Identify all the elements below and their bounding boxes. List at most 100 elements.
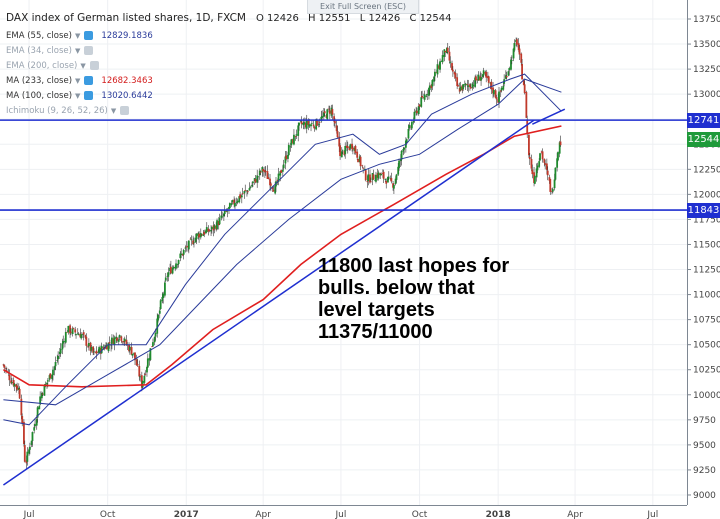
candle-body	[530, 158, 533, 169]
candle-body	[341, 149, 344, 151]
candle-body	[318, 122, 321, 123]
candle-body	[69, 325, 71, 334]
candle-body	[546, 170, 549, 176]
candle-body	[298, 122, 300, 126]
indicator-row[interactable]: EMA (55, close) ▼ 12829.1836	[6, 28, 457, 43]
indicator-row[interactable]: Ichimoku (9, 26, 52, 26) ▼	[6, 103, 457, 118]
candle-body	[436, 64, 439, 75]
candle-body	[349, 144, 352, 149]
candle-body	[433, 76, 435, 82]
candle-body	[85, 336, 88, 346]
x-tick-label: Jul	[646, 510, 658, 519]
candle-body	[421, 96, 424, 98]
candle-body	[107, 342, 110, 352]
candle-body	[554, 167, 557, 180]
price-badge: 11843	[687, 202, 720, 218]
candle-body	[523, 84, 526, 93]
candle-body	[41, 393, 44, 395]
candle-body	[134, 352, 136, 361]
candle-body	[152, 342, 154, 347]
candle-body	[462, 84, 465, 90]
candle-body	[287, 144, 290, 156]
indicator-row[interactable]: EMA (34, close) ▼	[6, 43, 457, 58]
exit-fullscreen-button[interactable]: Exit Full Screen (ESC)	[307, 0, 419, 14]
candle-body	[8, 374, 11, 381]
candle-body	[399, 159, 402, 162]
candle-body	[61, 343, 64, 350]
candle-body	[33, 427, 36, 431]
candle-body	[39, 396, 42, 405]
indicator-value: 12829.1836	[101, 30, 153, 41]
candle-body	[20, 398, 23, 416]
candle-body	[294, 135, 297, 137]
candle-body	[431, 80, 434, 87]
candle-body	[17, 387, 20, 391]
indicator-row[interactable]: EMA (200, close) ▼	[6, 58, 457, 73]
candle-body	[243, 191, 246, 194]
indicator-row[interactable]: MA (100, close) ▼ 13020.6442	[6, 88, 457, 103]
chevron-down-icon[interactable]: ▼	[110, 106, 117, 115]
candle-body	[394, 178, 397, 184]
candle-body	[259, 171, 262, 173]
candle-body	[258, 170, 261, 176]
candle-body	[123, 338, 126, 342]
candle-body	[457, 85, 459, 87]
candle-body	[316, 120, 318, 126]
eye-icon[interactable]	[84, 76, 94, 85]
candle-body	[407, 129, 410, 139]
candle-body	[366, 181, 369, 183]
candle-body	[12, 380, 15, 386]
candle-body	[498, 91, 500, 103]
candle-body	[456, 77, 459, 86]
chevron-down-icon[interactable]: ▼	[80, 61, 86, 70]
eye-icon[interactable]	[84, 91, 94, 100]
candle-body	[30, 440, 33, 445]
candle-body	[256, 175, 259, 183]
ohlc-readout: O 12426 H 12551 L 12426 C 12544	[256, 13, 458, 24]
candle-body	[326, 109, 329, 120]
candle-body	[56, 360, 59, 361]
candle-body	[558, 142, 561, 154]
candle-body	[221, 216, 224, 218]
candle-body	[402, 149, 405, 152]
candle-body	[100, 345, 103, 354]
x-tick-label: Jul	[23, 510, 35, 519]
candle-body	[128, 346, 131, 351]
candle-body	[157, 314, 159, 321]
candle-body	[159, 300, 162, 309]
candle-body	[54, 362, 57, 367]
indicator-row[interactable]: MA (233, close) ▼ 12682.3463	[6, 73, 457, 88]
candle-body	[187, 240, 190, 250]
candle-body	[495, 97, 498, 100]
candle-body	[507, 71, 510, 76]
close-value: C 12544	[409, 12, 452, 24]
candle-body	[295, 134, 298, 136]
candle-body	[522, 79, 525, 86]
candle-body	[67, 325, 70, 333]
candle-body	[474, 77, 476, 87]
eye-icon[interactable]	[120, 106, 130, 115]
candle-body	[508, 68, 511, 71]
chevron-down-icon[interactable]: ▼	[75, 76, 81, 85]
chevron-down-icon[interactable]: ▼	[74, 46, 81, 55]
eye-icon[interactable]	[84, 46, 94, 55]
annotation-text: 11800 last hopes for bulls. below that l…	[318, 255, 509, 343]
candle-body	[49, 373, 52, 379]
candle-body	[89, 342, 92, 351]
candle-body	[162, 293, 165, 299]
resistance-line	[532, 108, 566, 125]
high-value: H 12551	[308, 12, 351, 24]
indicator-label: EMA (200, close)	[6, 60, 78, 71]
chevron-down-icon[interactable]: ▼	[75, 91, 81, 100]
candle-body	[198, 233, 200, 238]
eye-icon[interactable]	[89, 61, 99, 70]
candle-body	[218, 217, 221, 225]
candle-body	[448, 51, 451, 61]
candle-body	[454, 72, 457, 79]
candle-body	[117, 339, 120, 342]
eye-icon[interactable]	[84, 31, 94, 40]
chevron-down-icon[interactable]: ▼	[74, 31, 81, 40]
candle-body	[544, 163, 547, 165]
candle-body	[487, 76, 490, 83]
